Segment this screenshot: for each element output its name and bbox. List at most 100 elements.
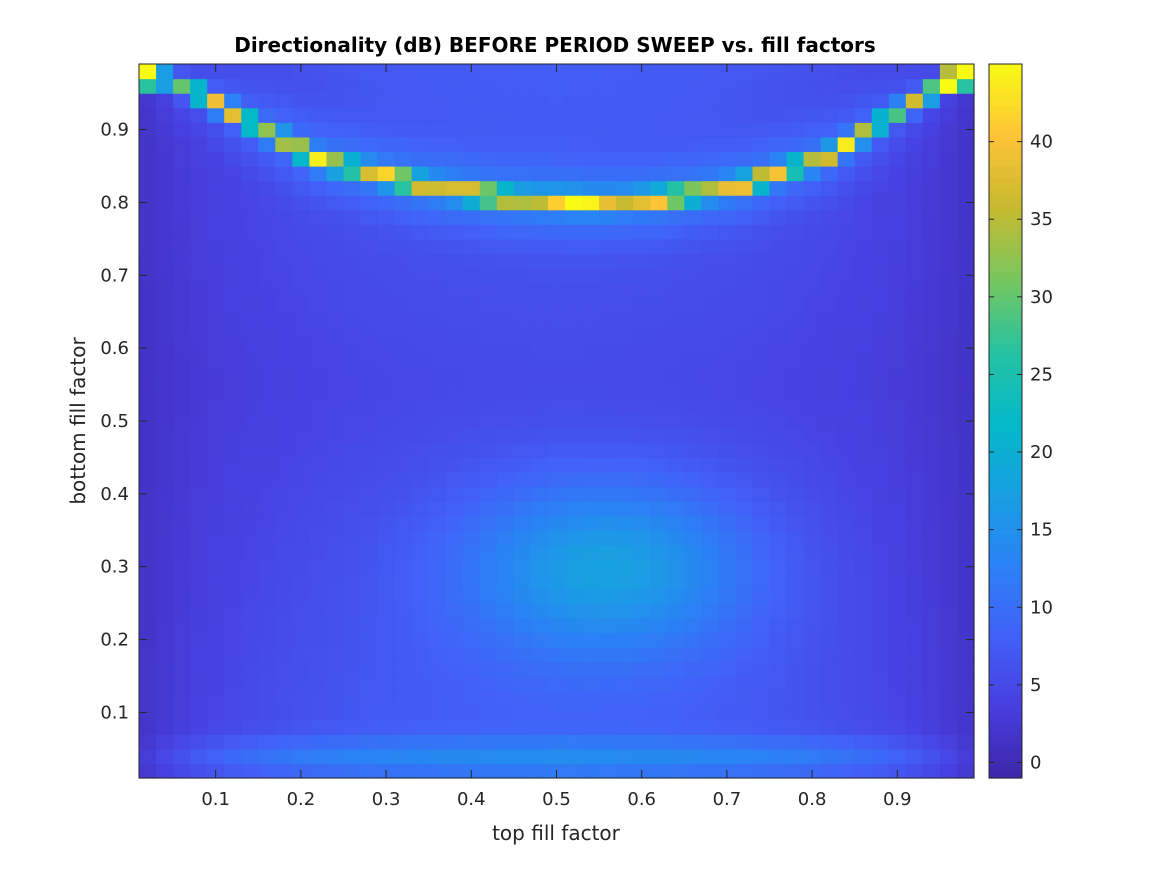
heatmap-cell xyxy=(633,734,651,750)
heatmap-cell xyxy=(871,384,890,400)
heatmap-cell xyxy=(905,617,924,633)
heatmap-cell xyxy=(718,719,737,735)
heatmap-cell xyxy=(156,705,174,721)
heatmap-cell xyxy=(309,617,328,633)
heatmap-cell xyxy=(888,632,907,648)
heatmap-cell xyxy=(837,632,856,648)
heatmap-cell xyxy=(922,399,941,415)
heatmap-cell xyxy=(803,282,822,298)
heatmap-cell xyxy=(956,355,975,371)
heatmap-cell xyxy=(496,64,515,80)
heatmap-cell xyxy=(939,501,958,517)
heatmap-cell xyxy=(701,617,719,633)
heatmap-cell xyxy=(207,78,225,94)
heatmap-cell xyxy=(411,166,430,182)
heatmap-cell xyxy=(309,151,328,167)
heatmap-cell xyxy=(190,486,208,502)
heatmap-cell xyxy=(820,661,839,677)
heatmap-cell xyxy=(769,311,788,327)
colorbar-segment xyxy=(989,188,1022,196)
heatmap-cell xyxy=(667,544,685,561)
heatmap-cell xyxy=(803,632,822,648)
heatmap-cell xyxy=(496,384,515,400)
heatmap-cell xyxy=(547,690,566,706)
heatmap-cell xyxy=(905,122,924,138)
heatmap-cell xyxy=(394,748,413,765)
heatmap-cell xyxy=(888,603,907,619)
heatmap-cell xyxy=(156,136,174,153)
heatmap-cell xyxy=(326,93,345,109)
heatmap-cell xyxy=(360,268,379,284)
heatmap-cell xyxy=(462,617,481,633)
heatmap-cell xyxy=(326,326,345,342)
heatmap-cell xyxy=(394,297,413,313)
heatmap-cell xyxy=(769,515,788,531)
heatmap-cell xyxy=(599,719,617,735)
heatmap-cell xyxy=(871,238,890,255)
heatmap-cell xyxy=(496,268,515,284)
heatmap-cell xyxy=(565,588,583,604)
heatmap-cell xyxy=(837,195,856,211)
heatmap-cell xyxy=(360,151,379,167)
heatmap-cell xyxy=(360,676,379,692)
heatmap-cell xyxy=(207,676,225,692)
colorbar-segment xyxy=(989,462,1022,470)
heatmap-cell xyxy=(411,151,430,167)
heatmap-cell xyxy=(701,253,719,269)
heatmap-cell xyxy=(786,370,805,386)
heatmap-cell xyxy=(565,690,583,706)
heatmap-cell xyxy=(616,64,634,80)
heatmap-cell xyxy=(394,78,413,94)
heatmap-cell xyxy=(462,486,481,502)
heatmap-cell xyxy=(207,180,225,196)
heatmap-cell xyxy=(939,180,958,196)
colorbar-segment xyxy=(989,64,1022,71)
heatmap-cell xyxy=(701,646,719,663)
heatmap-cell xyxy=(190,515,208,531)
heatmap-cell xyxy=(241,705,259,721)
colorbar-segment xyxy=(989,563,1022,571)
heatmap-cell xyxy=(292,515,311,531)
heatmap-cell xyxy=(667,603,685,619)
heatmap-cell xyxy=(530,413,549,429)
heatmap-cell xyxy=(513,486,532,502)
heatmap-cell xyxy=(326,442,345,459)
heatmap-cell xyxy=(752,559,771,575)
heatmap-cell xyxy=(513,632,532,648)
heatmap-cell xyxy=(428,311,447,327)
heatmap-cell xyxy=(547,195,566,211)
heatmap-cell xyxy=(241,457,259,473)
heatmap-cell xyxy=(922,370,941,386)
heatmap-cell xyxy=(735,64,754,80)
heatmap-cell xyxy=(616,530,634,546)
heatmap-cell xyxy=(786,603,805,619)
heatmap-cell xyxy=(769,180,788,196)
heatmap-cell xyxy=(496,311,515,327)
heatmap-cell xyxy=(190,268,208,284)
heatmap-cell xyxy=(684,399,702,415)
heatmap-cell xyxy=(616,122,634,138)
heatmap-cell xyxy=(939,705,958,721)
heatmap-cell xyxy=(207,151,225,167)
heatmap-cell xyxy=(956,209,975,225)
heatmap-cell xyxy=(888,282,907,298)
heatmap-cell xyxy=(394,472,413,488)
heatmap-cell xyxy=(939,748,958,765)
heatmap-cell xyxy=(769,399,788,415)
heatmap-cell xyxy=(411,282,430,298)
heatmap-cell xyxy=(326,501,345,517)
heatmap-cell xyxy=(735,370,754,386)
heatmap-cell xyxy=(224,428,242,444)
heatmap-cell xyxy=(326,180,345,196)
heatmap-cell xyxy=(769,428,788,444)
heatmap-cell xyxy=(565,151,583,167)
heatmap-cell xyxy=(922,326,941,342)
heatmap-cell xyxy=(582,107,600,123)
heatmap-cell xyxy=(633,705,651,721)
heatmap-cell xyxy=(428,282,447,298)
heatmap-cell xyxy=(173,195,191,211)
heatmap-cell xyxy=(428,486,447,502)
heatmap-cell xyxy=(462,195,481,211)
heatmap-cell xyxy=(173,399,191,415)
heatmap-cell xyxy=(326,544,345,561)
